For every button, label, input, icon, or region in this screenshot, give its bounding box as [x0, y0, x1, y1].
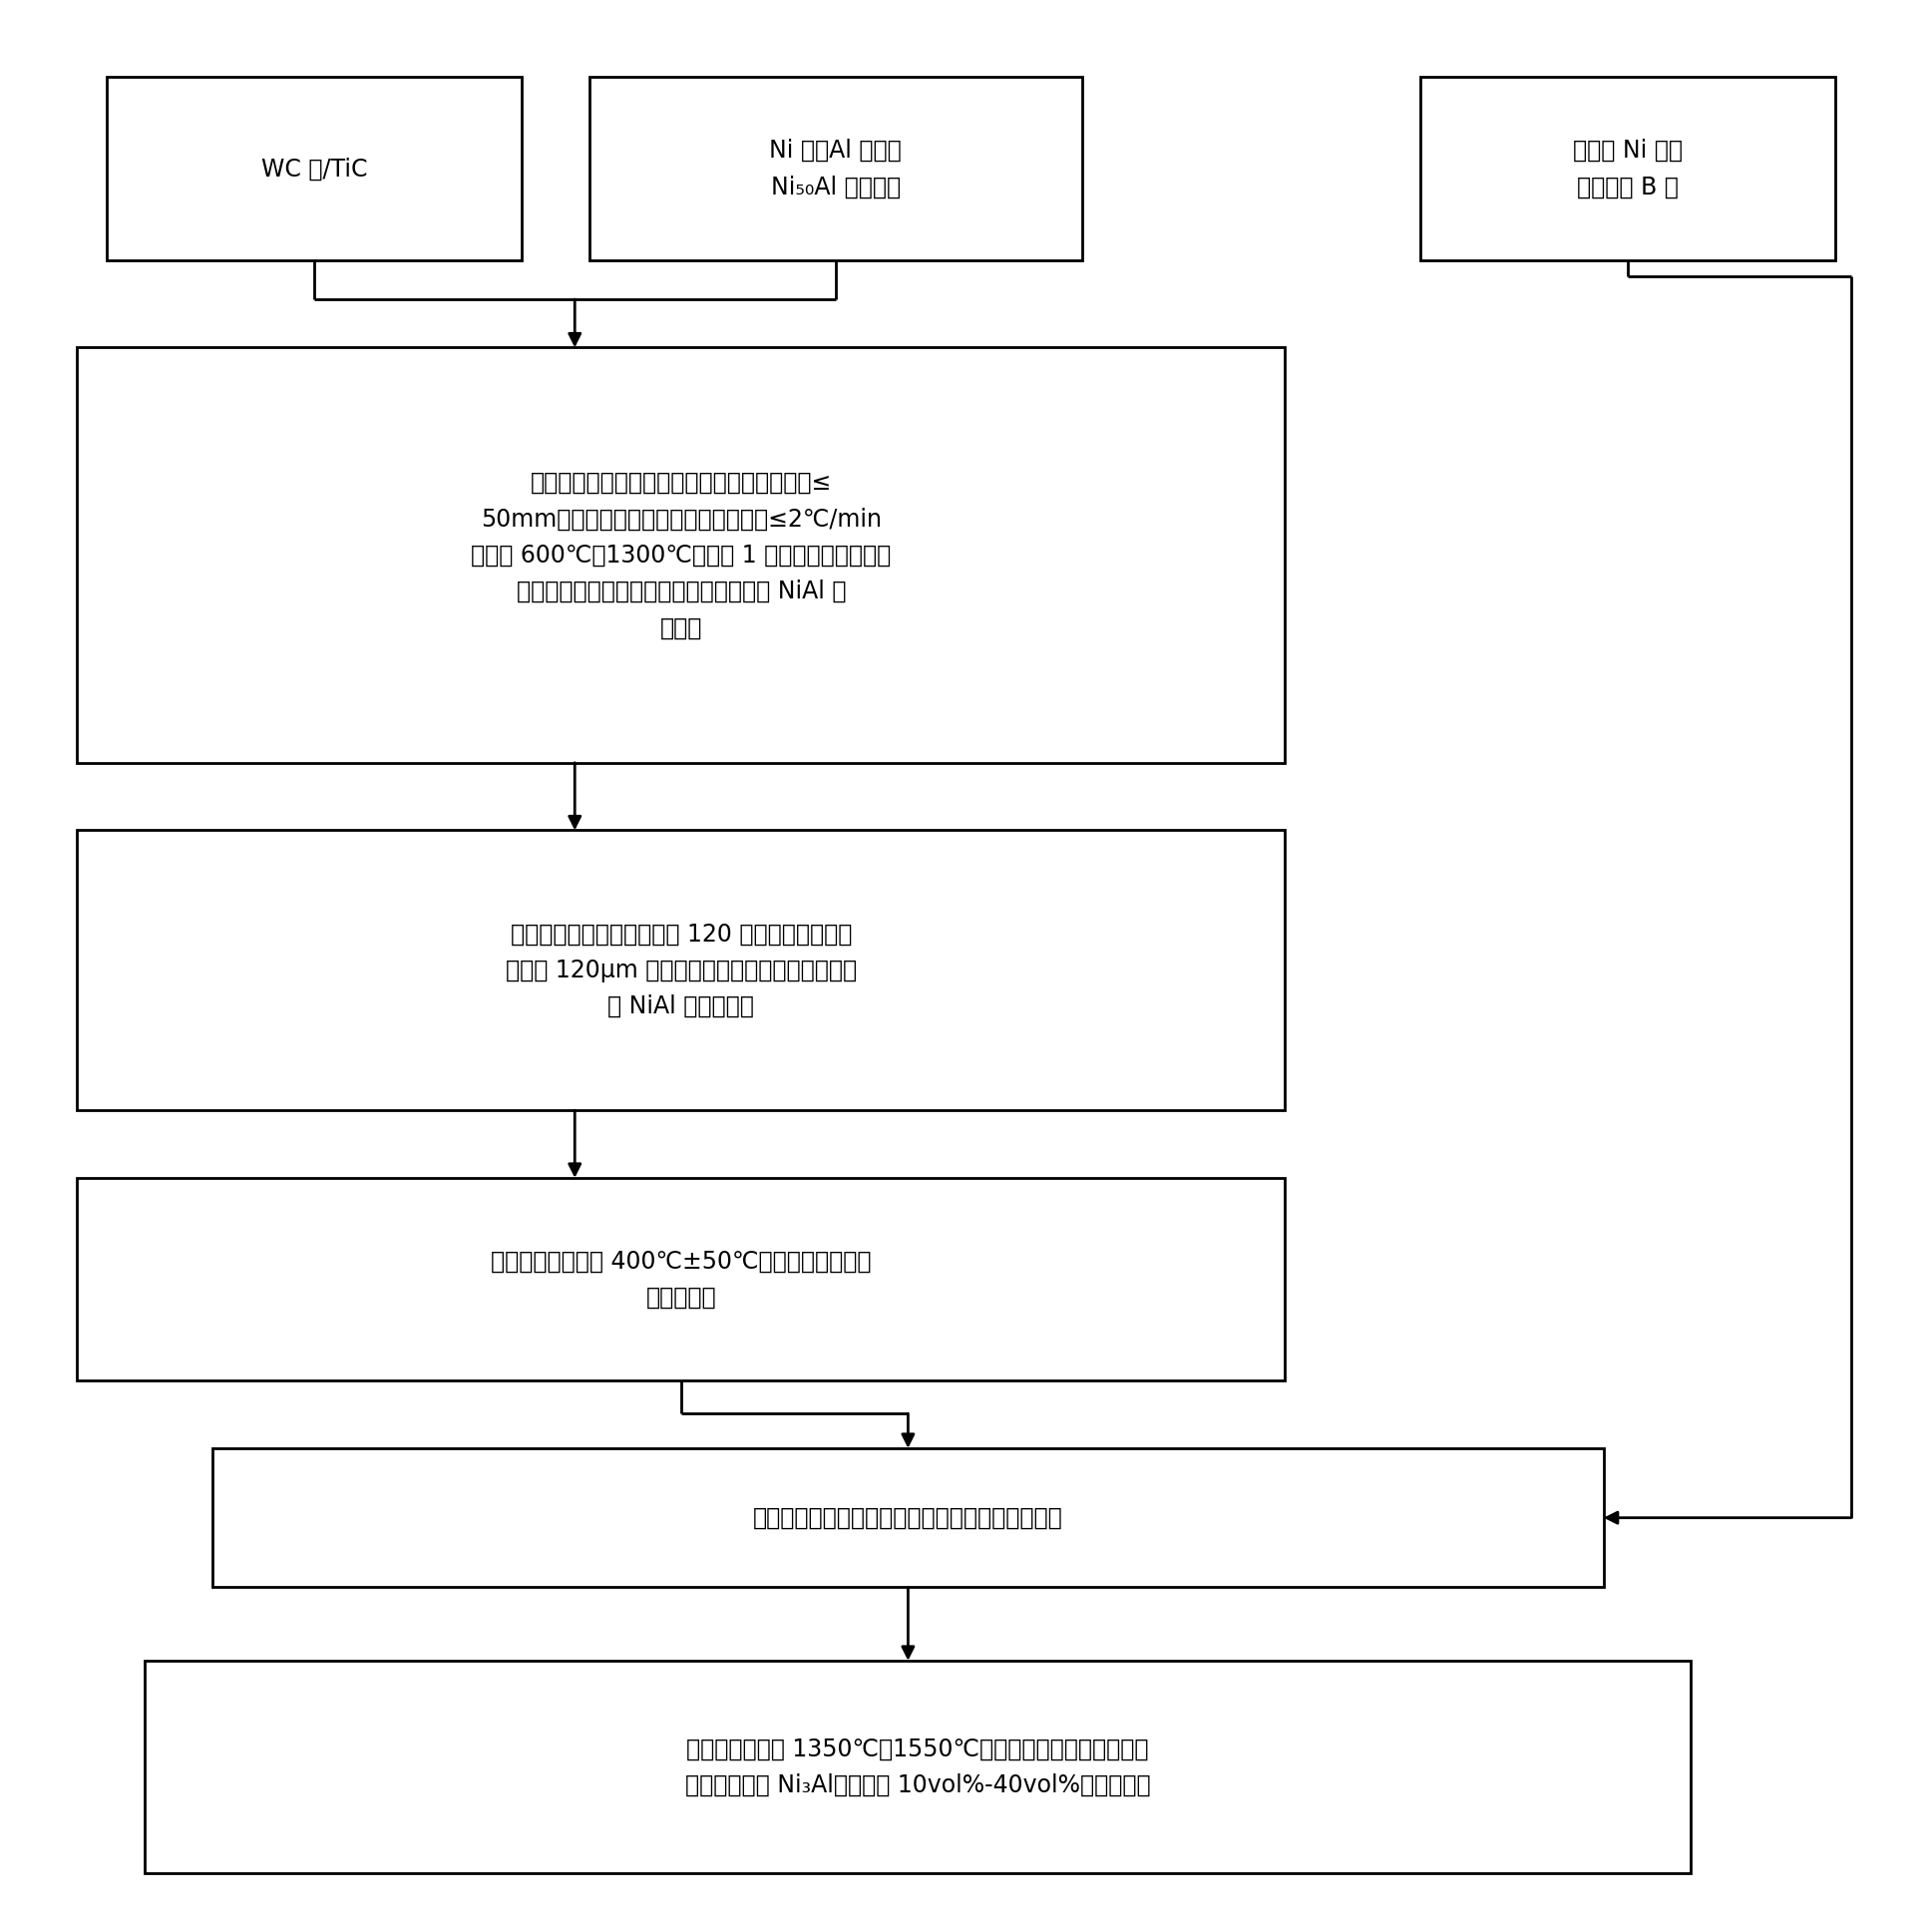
FancyBboxPatch shape — [106, 77, 522, 261]
FancyBboxPatch shape — [77, 830, 1285, 1110]
FancyBboxPatch shape — [77, 348, 1285, 763]
Text: Ni 粉、Al 粉。按
Ni₅₀Al 成分配制: Ni 粉、Al 粉。按 Ni₅₀Al 成分配制 — [769, 139, 902, 199]
FancyBboxPatch shape — [1420, 77, 1835, 261]
Text: 将粉末混合均匀后置于石墨容器中，铺平厚度≤
50mm，在非氧化性气氛下，以升温速度≤2℃/min
加热至 600℃～1300℃，保温 1 小时以上，然后自然
冷: 将粉末混合均匀后置于石墨容器中，铺平厚度≤ 50mm，在非氧化性气氛下，以升温速… — [471, 471, 891, 639]
FancyBboxPatch shape — [77, 1178, 1285, 1381]
Text: 球磨（湿磨）混合，喷雾干燥，压制成型制成压坯: 球磨（湿磨）混合，喷雾干燥，压制成型制成压坯 — [753, 1506, 1063, 1529]
Text: 余量的 Ni 粉和
微量元素 B 粉: 余量的 Ni 粉和 微量元素 B 粉 — [1573, 139, 1683, 199]
Text: 将上述混合粉末在 400℃±50℃的氢气气氛下进行
脱氧预处理: 将上述混合粉末在 400℃±50℃的氢气气氛下进行 脱氧预处理 — [491, 1249, 871, 1309]
Text: 压坯经低压液相 1350℃～1550℃烧结，获得粘结相为镍－铝
金属间化合物 Ni₃Al，体积为 10vol%-40vol%的硬质合金: 压坯经低压液相 1350℃～1550℃烧结，获得粘结相为镍－铝 金属间化合物 N… — [686, 1736, 1150, 1798]
Text: 将该混合物碾磨，破碎，过 120 目以上筛网，获得
粒度为 120μm 以下的碳化物和镍－铝金属间化合
物 NiAl 的混合粉末: 将该混合物碾磨，破碎，过 120 目以上筛网，获得 粒度为 120μm 以下的碳… — [506, 923, 856, 1018]
FancyBboxPatch shape — [213, 1448, 1604, 1587]
FancyBboxPatch shape — [145, 1661, 1691, 1873]
Text: WC 和/TiC: WC 和/TiC — [261, 156, 367, 182]
FancyBboxPatch shape — [589, 77, 1082, 261]
